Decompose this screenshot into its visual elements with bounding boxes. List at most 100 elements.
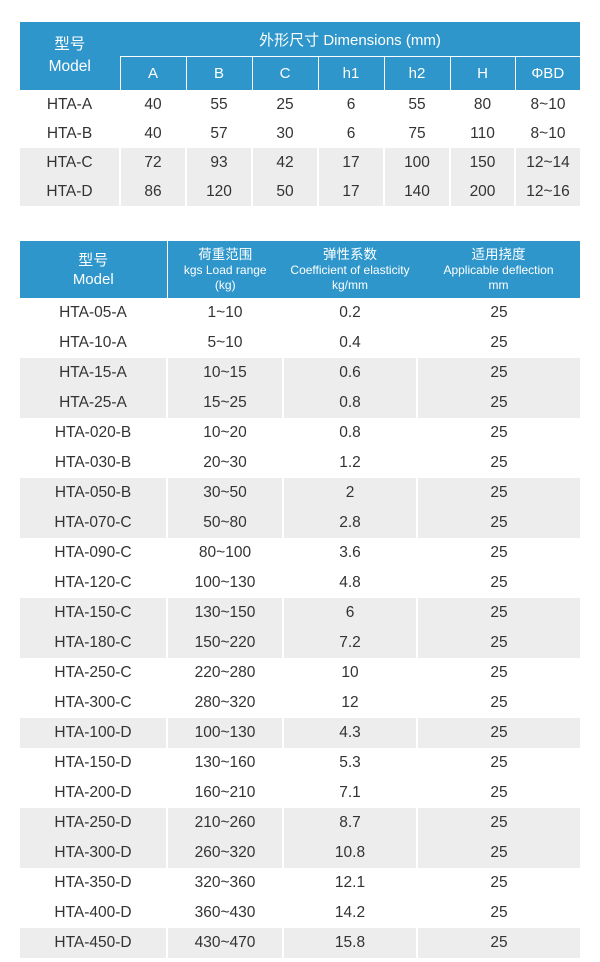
dimension-value-cell: 12~16 <box>513 177 581 206</box>
model-cell: HTA-300-D <box>20 838 167 868</box>
load-range-cell: 20~30 <box>166 448 283 478</box>
model-cell: HTA-250-D <box>20 808 167 838</box>
model-cell: HTA-300-C <box>54 694 132 711</box>
load-range-cell: 320~360 <box>166 868 283 898</box>
table-row: HTA-030-B 20~30 1.2 25 <box>20 448 580 478</box>
load-range-label-en: kgs Load range <box>183 263 267 277</box>
model-cell: HTA-150-D <box>54 754 132 771</box>
deflection-cell: 25 <box>416 508 580 538</box>
deflection-cell: 25 <box>416 568 580 598</box>
load-range-cell: 80~100 <box>166 538 283 568</box>
table-row: HTA-450-D 430~470 15.8 25 <box>20 928 580 958</box>
deflection-cell: 25 <box>416 748 580 778</box>
dimension-column-header: A <box>119 56 186 90</box>
table-row: HTA-100-D 100~130 4.3 25 <box>20 718 580 748</box>
coefficient-cell: 2.8 <box>282 508 417 538</box>
coefficient-cell: 6 <box>282 598 417 628</box>
dimension-value-cell: 42 <box>251 148 318 177</box>
table-row: HTA-400-D 360~430 14.2 25 <box>20 898 580 928</box>
deflection-cell: 25 <box>416 868 580 898</box>
table-row: HTA-250-D 210~260 8.7 25 <box>20 808 580 838</box>
coefficient-cell: 0.8 <box>282 388 417 418</box>
table-row: HTA-250-C 220~280 10 25 <box>20 658 580 688</box>
load-range-cell: 10~15 <box>166 358 283 388</box>
dimension-column-header: H <box>449 56 515 90</box>
coefficient-cell: 5.3 <box>282 748 417 778</box>
model-label-zh: 型号 <box>78 251 109 269</box>
coefficient-cell: 4.8 <box>282 568 417 598</box>
model-column-header: 型号 Model <box>20 241 168 298</box>
deflection-cell: 25 <box>416 388 580 418</box>
deflection-cell: 25 <box>416 778 580 808</box>
dimensions-table-body: HTA-A 40 55 25 6 55 80 8~10 HTA-B 40 57 30 6 75 110 8~1… <box>20 90 581 206</box>
model-cell: HTA-15-A <box>20 358 167 388</box>
dimension-value-cell: 6 <box>317 90 384 119</box>
model-cell: HTA-150-C <box>20 598 167 628</box>
table-row: HTA-050-B 30~50 2 25 <box>20 478 580 508</box>
dimension-value-cell: 17 <box>317 148 384 177</box>
table-row: HTA-B 40 57 30 6 75 110 8~10 <box>20 119 581 148</box>
coefficient-column-header: 弹性系数 Coefficient of elasticity kg/mm <box>283 241 417 298</box>
table-row: HTA-25-A 15~25 0.8 25 <box>20 388 580 418</box>
load-range-table-header: 型号 Model 荷重范围 kgs Load range (kg) 弹性系数 C… <box>20 241 580 298</box>
coefficient-cell: 14.2 <box>282 898 417 928</box>
table-row: HTA-120-C 100~130 4.8 25 <box>20 568 580 598</box>
load-range-cell: 430~470 <box>166 928 283 958</box>
model-cell: HTA-D <box>20 177 120 206</box>
load-range-unit: (kg) <box>214 278 236 292</box>
dimension-value-cell: 55 <box>383 90 450 119</box>
table-row: HTA-350-D 320~360 12.1 25 <box>20 868 580 898</box>
model-cell: HTA-180-C <box>20 628 167 658</box>
table-row: HTA-150-C 130~150 6 25 <box>20 598 580 628</box>
load-range-cell: 10~20 <box>166 418 283 448</box>
table-row: HTA-D 86 120 50 17 140 200 12~16 <box>20 177 581 206</box>
dimension-value-cell: 93 <box>185 148 252 177</box>
coefficient-cell: 10 <box>282 658 417 688</box>
load-range-cell: 210~260 <box>166 808 283 838</box>
dimension-value-cell: 8~10 <box>513 119 581 148</box>
table-row: HTA-15-A 10~15 0.6 25 <box>20 358 580 388</box>
deflection-cell: 25 <box>416 418 580 448</box>
dimensions-group-header: 外形尺寸 Dimensions (mm) <box>120 22 581 57</box>
coefficient-cell: 12.1 <box>282 868 417 898</box>
dimension-value-cell: 150 <box>449 148 515 177</box>
table-row: HTA-300-D 260~320 10.8 25 <box>20 838 580 868</box>
coefficient-cell: 0.2 <box>282 298 417 328</box>
deflection-column-header: 适用挠度 Applicable deflection mm <box>417 241 580 298</box>
load-range-cell: 130~160 <box>166 748 283 778</box>
dimension-column-header: h2 <box>383 56 450 90</box>
model-cell: HTA-200-D <box>54 784 132 801</box>
model-label-zh: 型号 <box>54 36 86 54</box>
coefficient-cell: 15.8 <box>282 928 417 958</box>
table-row: HTA-150-D 130~160 5.3 25 <box>20 748 580 778</box>
deflection-cell: 25 <box>416 898 580 928</box>
deflection-cell: 25 <box>416 658 580 688</box>
table-row: HTA-180-C 150~220 7.2 25 <box>20 628 580 658</box>
deflection-label-en: Applicable deflection <box>443 263 554 277</box>
model-cell: HTA-030-B <box>54 454 132 471</box>
load-range-cell: 100~130 <box>166 568 283 598</box>
load-range-cell: 50~80 <box>166 508 283 538</box>
dimension-value-cell: 100 <box>383 148 450 177</box>
model-cell: HTA-450-D <box>20 928 167 958</box>
load-range-cell: 160~210 <box>166 778 283 808</box>
load-range-cell: 360~430 <box>166 898 283 928</box>
model-cell: HTA-250-C <box>54 664 132 681</box>
dimension-column-header: B <box>185 56 252 90</box>
table-row: HTA-C 72 93 42 17 100 150 12~14 <box>20 148 581 177</box>
dimension-value-cell: 86 <box>119 177 186 206</box>
model-cell: HTA-120-C <box>54 574 132 591</box>
deflection-cell: 25 <box>416 628 580 658</box>
coefficient-cell: 1.2 <box>282 448 417 478</box>
load-range-cell: 30~50 <box>166 478 283 508</box>
deflection-unit: mm <box>488 278 509 292</box>
dimension-column-header: C <box>251 56 318 90</box>
table-row: HTA-05-A 1~10 0.2 25 <box>20 298 580 328</box>
load-range-cell: 260~320 <box>166 838 283 868</box>
dimension-value-cell: 55 <box>185 90 252 119</box>
deflection-cell: 25 <box>416 598 580 628</box>
table-row: HTA-090-C 80~100 3.6 25 <box>20 538 580 568</box>
